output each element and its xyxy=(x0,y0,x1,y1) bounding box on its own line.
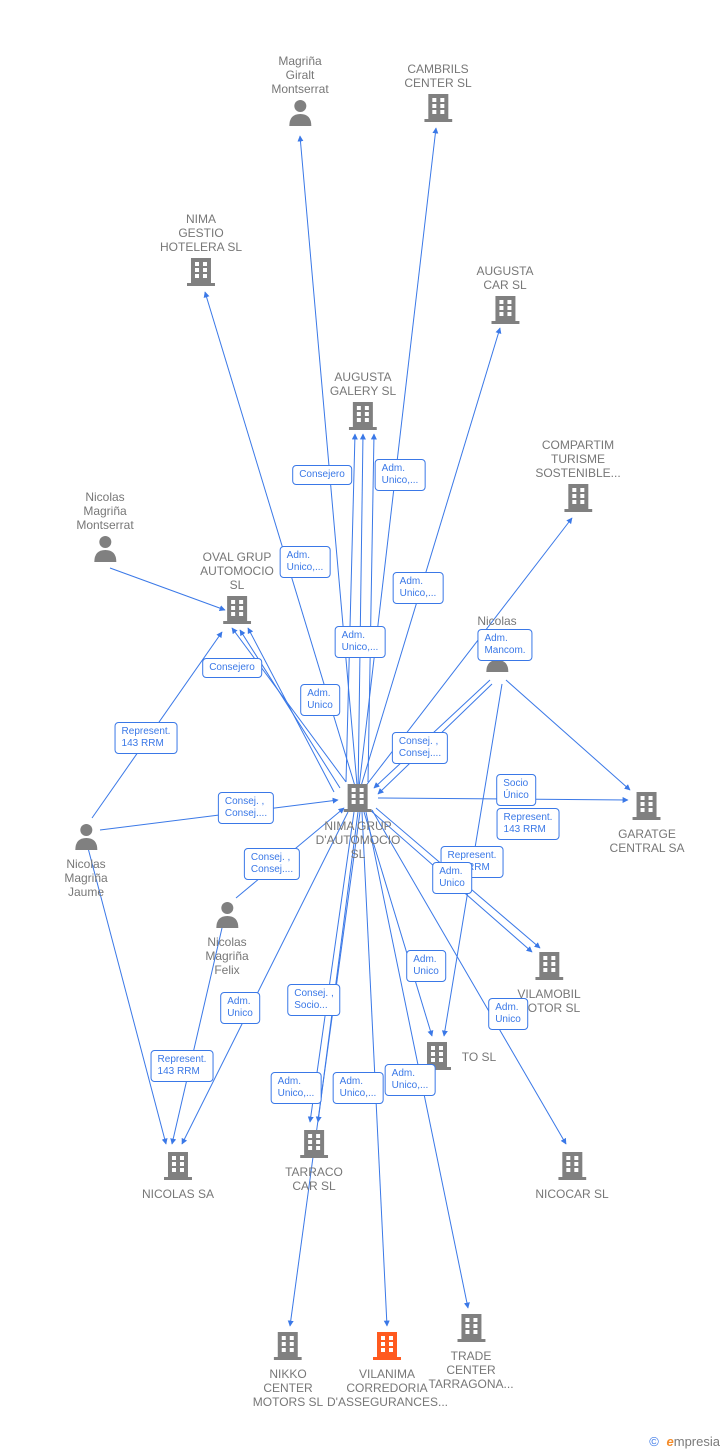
node-label: AUGUSTA GALERY SL xyxy=(330,370,396,398)
node-nicolas_felix[interactable]: Nicolas Magriña Felix xyxy=(205,900,248,977)
edge-line xyxy=(358,434,363,796)
company-icon xyxy=(564,482,592,517)
node-label: Magriña Giralt Montserrat xyxy=(271,54,328,96)
edge-label: Adm.Unico xyxy=(432,862,472,894)
edge-label: Adm.Unico xyxy=(220,992,260,1024)
edge-label: Consej. ,Consej.... xyxy=(218,792,274,824)
node-label: COMPARTIM TURISME SOSTENIBLE... xyxy=(535,438,620,480)
edge-line xyxy=(358,518,572,796)
node-label: Nicolas Magriña Montserrat xyxy=(76,490,133,532)
edge-label: Consejero xyxy=(202,658,262,678)
company-icon xyxy=(424,92,452,127)
node-nicolas_sa[interactable]: NICOLAS SA xyxy=(142,1150,214,1201)
edge-label: Represent.143 RRM xyxy=(497,808,560,840)
node-label: NICOCAR SL xyxy=(535,1187,608,1201)
edge-line xyxy=(368,434,374,782)
company-icon xyxy=(300,1128,328,1163)
company-icon xyxy=(491,294,519,329)
edge-label: Adm.Unico,... xyxy=(385,1064,436,1096)
company-icon xyxy=(633,790,661,825)
node-label: TO SL xyxy=(462,1050,496,1064)
node-center[interactable]: NIMA GRUP D'AUTOMOCIO SL xyxy=(316,782,401,861)
node-trade[interactable]: TRADE CENTER TARRAGONA... xyxy=(428,1312,513,1391)
node-augusta_car[interactable]: AUGUSTA CAR SL xyxy=(476,262,533,329)
edge-label: Adm.Unico,... xyxy=(271,1072,322,1104)
edge-label: Adm.Unico,... xyxy=(280,546,331,578)
node-cambrils[interactable]: CAMBRILS CENTER SL xyxy=(404,60,471,127)
network-canvas xyxy=(0,0,728,1455)
company-icon xyxy=(223,594,251,629)
person-icon xyxy=(287,98,313,131)
watermark: © empresia xyxy=(649,1434,720,1449)
edge-label: Represent.143 RRM xyxy=(151,1050,214,1082)
node-augusta_galery[interactable]: AUGUSTA GALERY SL xyxy=(330,368,396,435)
company-icon xyxy=(558,1150,586,1185)
node-label: NIMA GRUP D'AUTOMOCIO SL xyxy=(316,819,401,861)
node-label: NICOLAS SA xyxy=(142,1187,214,1201)
edge-label: Adm.Unico,... xyxy=(375,459,426,491)
node-label: TARRACO CAR SL xyxy=(285,1165,343,1193)
node-label: OVAL GRUP AUTOMOCIO SL xyxy=(200,550,274,592)
edge-label: Adm.Unico,... xyxy=(393,572,444,604)
node-label: TRADE CENTER TARRAGONA... xyxy=(428,1349,513,1391)
node-nikko[interactable]: NIKKO CENTER MOTORS SL xyxy=(253,1330,323,1409)
company-icon xyxy=(344,782,372,817)
company-icon xyxy=(187,256,215,291)
company-icon xyxy=(164,1150,192,1185)
node-label: Nicolas Magriña Felix xyxy=(205,935,248,977)
node-compartim[interactable]: COMPARTIM TURISME SOSTENIBLE... xyxy=(535,436,620,517)
brand-rest: mpresia xyxy=(674,1434,720,1449)
node-label: GARATGE CENTRAL SA xyxy=(610,827,685,855)
edge-label: Adm.Unico xyxy=(406,950,446,982)
company-icon xyxy=(535,950,563,985)
copyright-symbol: © xyxy=(649,1434,659,1449)
node-nicolas_montserrat[interactable]: Nicolas Magriña Montserrat xyxy=(76,488,133,567)
company-icon xyxy=(274,1330,302,1365)
edge-label: SocioÚnico xyxy=(496,774,536,806)
company-icon xyxy=(373,1330,401,1365)
edge-label: Adm.Unico,... xyxy=(333,1072,384,1104)
node-label: AUGUSTA CAR SL xyxy=(476,264,533,292)
edge-label: Adm.Mancom. xyxy=(477,629,532,661)
node-label-right: TO SL xyxy=(462,1048,496,1064)
edge-label: Consej. ,Consej.... xyxy=(392,732,448,764)
node-garatge[interactable]: GARATGE CENTRAL SA xyxy=(610,790,685,855)
node-label: NIMA GESTIO HOTELERA SL xyxy=(160,212,242,254)
node-label: NIKKO CENTER MOTORS SL xyxy=(253,1367,323,1409)
company-icon xyxy=(349,400,377,435)
edge-line xyxy=(346,434,355,782)
node-nicolas_jaume[interactable]: Nicolas Magriña Jaume xyxy=(64,822,107,899)
person-icon xyxy=(92,534,118,567)
edge-label: Represent.143 RRM xyxy=(115,722,178,754)
edge-label: Adm.Unico xyxy=(488,998,528,1030)
node-tarraco[interactable]: TARRACO CAR SL xyxy=(285,1128,343,1193)
edge-label: Adm.Unico xyxy=(300,684,340,716)
node-oval[interactable]: OVAL GRUP AUTOMOCIO SL xyxy=(200,548,274,629)
person-icon xyxy=(214,900,240,933)
edge-line xyxy=(362,812,387,1326)
edge-line xyxy=(290,812,360,1326)
node-label: Nicolas Magriña Jaume xyxy=(64,857,107,899)
edge-label: Consej. ,Socio... xyxy=(287,984,340,1016)
node-nima_hotelera[interactable]: NIMA GESTIO HOTELERA SL xyxy=(160,210,242,291)
brand-e: e xyxy=(667,1434,674,1449)
node-label: CAMBRILS CENTER SL xyxy=(404,62,471,90)
edge-label: Consejero xyxy=(292,465,352,485)
person-icon xyxy=(73,822,99,855)
node-nicocar[interactable]: NICOCAR SL xyxy=(535,1150,608,1201)
edge-label: Consej. ,Consej.... xyxy=(244,848,300,880)
node-magrina_giralt[interactable]: Magriña Giralt Montserrat xyxy=(271,52,328,131)
edge-label: Adm.Unico,... xyxy=(335,626,386,658)
company-icon xyxy=(457,1312,485,1347)
